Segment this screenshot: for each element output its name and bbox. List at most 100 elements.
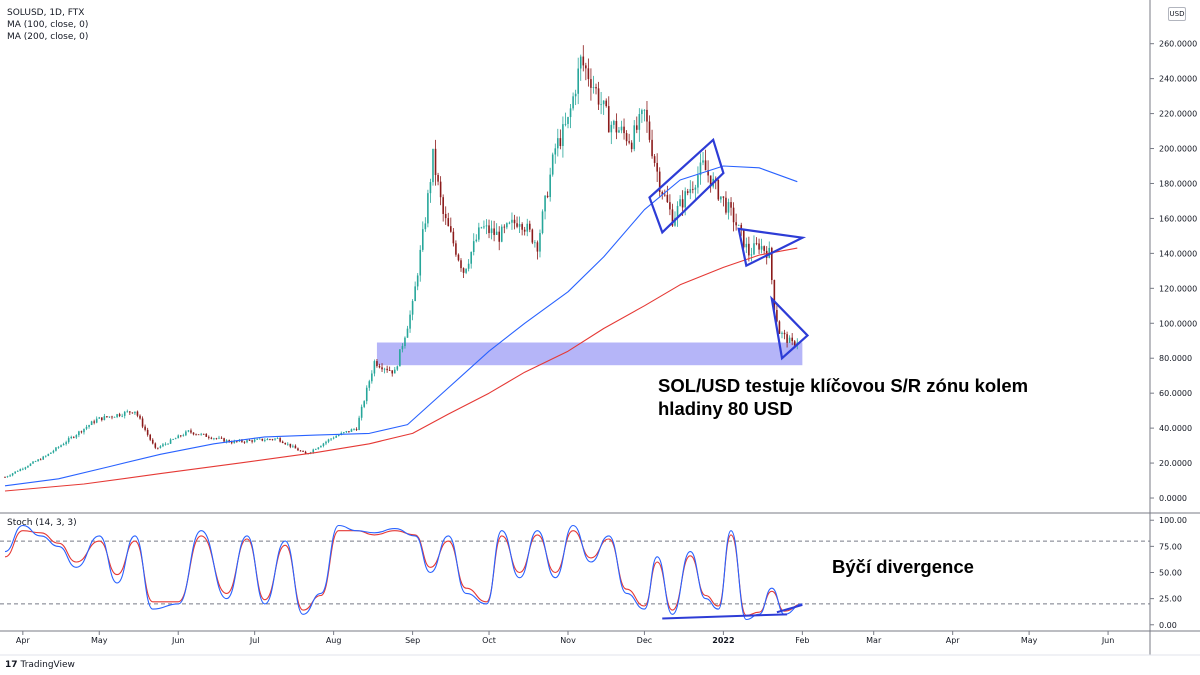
candle-body	[554, 148, 557, 155]
candle-body	[467, 263, 470, 269]
candle-body	[442, 197, 444, 214]
candle-body	[465, 268, 467, 273]
candle-body	[544, 195, 546, 212]
candle-body	[676, 205, 679, 218]
candle-body	[483, 226, 485, 228]
time-tick-label: Sep	[405, 636, 420, 645]
candle-body	[720, 196, 722, 200]
candle-body	[658, 171, 661, 192]
candle-body	[299, 450, 302, 452]
candle-body	[753, 243, 755, 255]
time-tick-label: Nov	[560, 636, 576, 645]
candle-body	[633, 125, 636, 150]
candle-body	[416, 275, 419, 287]
candle-body	[590, 79, 592, 88]
candle-body	[709, 175, 712, 187]
time-tick-label: May	[1021, 636, 1038, 645]
candle-body	[159, 446, 162, 448]
candle-body	[628, 141, 630, 143]
candle-body	[261, 438, 264, 441]
divergence-line-1	[776, 603, 803, 614]
price-tick-label: 160.0000	[1159, 214, 1197, 223]
candle-body	[771, 247, 773, 281]
candle-body	[788, 337, 791, 343]
price-tick-label: 40.0000	[1159, 424, 1192, 433]
candle-body	[297, 448, 299, 451]
candle-body	[549, 174, 551, 198]
candle-body	[220, 437, 223, 439]
candle-body	[651, 139, 653, 157]
candle-body	[539, 233, 541, 252]
candle-body	[793, 341, 796, 346]
candle-body	[572, 96, 574, 109]
time-tick-label: Feb	[795, 636, 809, 645]
candle-body	[564, 123, 567, 125]
candle-body	[101, 417, 103, 421]
candle-body	[429, 182, 432, 194]
candle-body	[462, 268, 465, 273]
candle-body	[312, 449, 315, 453]
candle-body	[531, 229, 534, 243]
candle-body	[702, 160, 704, 163]
ma200-line	[4, 247, 798, 492]
candle-body	[452, 231, 455, 244]
candle-body	[358, 417, 360, 430]
candle-body	[337, 434, 340, 437]
candle-body	[730, 202, 732, 208]
candle-body	[129, 411, 131, 413]
candle-body	[348, 431, 350, 432]
candle-body	[727, 202, 730, 213]
candle-body	[218, 437, 220, 439]
candle-body	[208, 436, 210, 438]
price-tick-label: 260.0000	[1159, 40, 1197, 49]
candle-body	[653, 156, 656, 163]
candle-body	[16, 471, 19, 472]
candle-body	[597, 88, 600, 105]
candle-body	[605, 100, 608, 107]
time-tick-label: Apr	[946, 636, 961, 645]
candle-body	[457, 254, 460, 261]
candle-body	[470, 251, 472, 264]
candle-body	[427, 193, 429, 224]
candle-body	[551, 154, 554, 175]
candle-body	[371, 373, 373, 382]
candle-body	[411, 301, 414, 315]
candle-body	[569, 108, 572, 118]
candle-body	[722, 196, 725, 198]
candle-body	[511, 219, 513, 223]
candle-body	[661, 191, 664, 195]
price-tick-label: 100.0000	[1159, 319, 1197, 328]
candle-body	[271, 439, 274, 441]
candle-body	[95, 418, 98, 423]
candle-body	[506, 223, 508, 228]
candle-body	[623, 126, 625, 134]
price-tick-label: 240.0000	[1159, 75, 1197, 84]
candle-body	[587, 68, 590, 80]
candle-body	[11, 473, 14, 476]
candle-body	[365, 387, 368, 402]
currency-badge[interactable]: USD	[1168, 7, 1186, 21]
candle-body	[24, 467, 27, 469]
candle-body	[485, 225, 488, 227]
tradingview-logo[interactable]: 17 TradingView	[5, 660, 75, 670]
candle-body	[783, 332, 786, 335]
time-tick-label: Apr	[16, 636, 31, 645]
time-tick-label: Jun	[1101, 636, 1115, 645]
candle-body	[85, 426, 88, 429]
candle-body	[322, 443, 325, 446]
price-tick-label: 80.0000	[1159, 354, 1192, 363]
candle-body	[65, 442, 67, 445]
main-annotation-line2: hladiny 80 USD	[658, 398, 793, 419]
candle-body	[350, 429, 353, 432]
candle-body	[717, 179, 720, 200]
candle-body	[317, 447, 320, 450]
candle-body	[57, 446, 60, 448]
candle-body	[750, 254, 753, 256]
candle-body	[391, 370, 394, 374]
candle-body	[582, 56, 585, 66]
candle-body	[638, 114, 641, 130]
candle-body	[60, 445, 62, 447]
candle-body	[439, 181, 442, 198]
candle-body	[536, 242, 539, 252]
